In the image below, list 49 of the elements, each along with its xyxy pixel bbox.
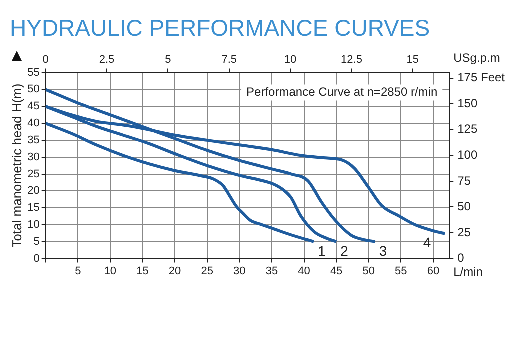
y-tick-label: 45 <box>28 100 40 113</box>
x-tick-label: 10 <box>104 265 117 278</box>
x2-tick-label: 0 <box>42 54 49 66</box>
x-tick-label: 25 <box>201 265 214 278</box>
x-tick-label: 20 <box>168 265 182 278</box>
y-tick-label: 10 <box>28 219 40 232</box>
x-tick-label: 50 <box>362 265 375 278</box>
annotation: 3 <box>379 242 388 259</box>
y2-tick-label: 125 <box>458 122 478 136</box>
chart-title: HYDRAULIC PERFORMANCE CURVES <box>10 15 430 42</box>
y2-tick-label: 50 <box>458 200 472 214</box>
x2-tick-label: 7.5 <box>222 54 238 66</box>
x-tick-label: 15 <box>136 265 149 278</box>
y-tick-label: 5 <box>34 236 40 248</box>
x-tick-label: 30 <box>234 265 246 278</box>
x-tick-label: 35 <box>266 265 278 278</box>
x2-tick-label: 15 <box>406 54 420 66</box>
y-axis-title: Total manometric head H(m) <box>9 84 24 248</box>
y2-tick-label: 175 Feet <box>458 70 506 85</box>
y-tick-label: 30 <box>28 151 40 164</box>
y-tick-label: 15 <box>28 202 40 214</box>
x-axis-title: L/min <box>454 265 483 280</box>
annotation: 4 <box>423 234 432 251</box>
annotation: 1 <box>318 242 326 259</box>
x-tick-label: 45 <box>330 265 343 278</box>
y2-tick-label: 75 <box>458 174 472 188</box>
x2-tick-label: 12.5 <box>341 54 362 66</box>
x-tick-label: 55 <box>395 265 408 278</box>
y2-tick-label: 150 <box>458 96 478 110</box>
y2-tick-label: 100 <box>458 148 478 162</box>
x-tick-label: 5 <box>75 265 82 278</box>
y-tick-label: 40 <box>28 118 40 130</box>
x-tick-label: 60 <box>427 265 440 278</box>
x2-tick-label: 10 <box>284 54 297 66</box>
x2-axis-title: USg.p.m <box>454 51 500 66</box>
x-tick-label: 40 <box>298 265 310 278</box>
line-series <box>46 122 316 244</box>
x2-tick-label: 5 <box>165 54 172 66</box>
y-tick-label: 20 <box>28 185 40 198</box>
annotation: 2 <box>340 242 349 259</box>
y-tick-label: 35 <box>28 134 40 146</box>
y2-tick-label: 0 <box>458 251 465 266</box>
y2-tick-label: 25 <box>458 225 472 240</box>
y-tick-label: 25 <box>28 168 40 180</box>
x2-tick-label: 2.5 <box>99 54 115 66</box>
y-tick-label: 50 <box>28 84 40 96</box>
y-tick-label: 55 <box>28 66 40 79</box>
annotation: Performance Curve at n=2850 r/min <box>246 85 438 100</box>
y-tick-label: 0 <box>34 252 40 265</box>
